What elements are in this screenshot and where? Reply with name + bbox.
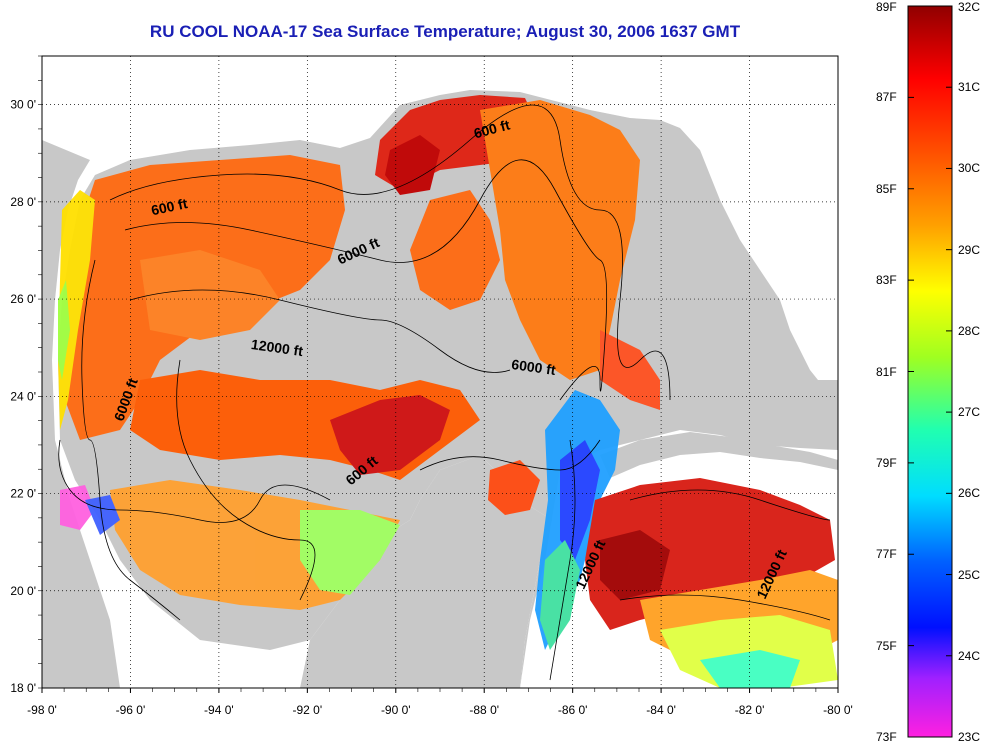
- lon-tick-label: -98 0': [27, 703, 57, 717]
- lat-tick-label: 18 0': [10, 681, 36, 695]
- lon-tick-label: -92 0': [293, 703, 323, 717]
- colorbar-fahrenheit-label: 85F: [876, 181, 897, 196]
- yucatan-land: [300, 455, 552, 688]
- lon-tick-label: -84 0': [646, 703, 676, 717]
- lat-tick-label: 22 0': [10, 487, 36, 501]
- colorbar-fahrenheit-label: 83F: [876, 273, 897, 288]
- lon-tick-label: -96 0': [116, 703, 146, 717]
- lat-tick-label: 28 0': [10, 195, 36, 209]
- contour-label: 12000 ft: [250, 336, 304, 359]
- lon-tick-label: -86 0': [558, 703, 588, 717]
- lat-tick-label: 30 0': [10, 98, 36, 112]
- mexico-land: [42, 56, 120, 688]
- lat-tick-label: 20 0': [10, 584, 36, 598]
- colorbar: [907, 5, 953, 738]
- colorbar-celsius-label: 29C: [958, 242, 981, 257]
- colorbar-celsius-label: 32C: [958, 0, 981, 14]
- colorbar-celsius-label: 23C: [958, 730, 981, 744]
- colorbar-fahrenheit-label: 75F: [876, 638, 897, 653]
- colorbar-fahrenheit-label: 87F: [876, 90, 897, 105]
- colorbar-celsius-label: 27C: [958, 405, 981, 420]
- lon-tick-label: -94 0': [204, 703, 234, 717]
- map-axes: -98 0' -96 0' -94 0' -92 0' -90 0' -88 0' -86 …: [10, 55, 853, 717]
- colorbar-celsius-label: 26C: [958, 486, 981, 501]
- colorbar-fahrenheit-label: 77F: [876, 547, 897, 562]
- lon-tick-label: -80 0': [823, 703, 853, 717]
- cuba-land: [600, 432, 838, 478]
- colorbar-ticks: [908, 5, 952, 738]
- lat-tick-label: 24 0': [10, 389, 36, 403]
- map-title: RU COOL NOAA-17 Sea Surface Temperature;…: [149, 22, 741, 41]
- depth-contours: [58, 104, 831, 681]
- colorbar-celsius-label: 28C: [958, 323, 981, 338]
- colorbar-fahrenheit-label: 89F: [876, 0, 897, 14]
- lat-tick-label: 26 0': [10, 292, 36, 306]
- lon-tick-label: -88 0': [469, 703, 499, 717]
- contour-label: 600 ft: [150, 195, 189, 218]
- colorbar-fahrenheit-label: 81F: [876, 364, 897, 379]
- colorbar-celsius-label: 31C: [958, 80, 981, 95]
- colorbar-celsius-label: 30C: [958, 161, 981, 176]
- colorbar-celsius-label: 24C: [958, 648, 981, 663]
- lon-tick-label: -82 0': [735, 703, 765, 717]
- colorbar-fahrenheit-label: 79F: [876, 455, 897, 470]
- colorbar-celsius-label: 25C: [958, 567, 981, 582]
- map-grid: [42, 56, 838, 688]
- lon-tick-label: -90 0': [381, 703, 411, 717]
- colorbar-fahrenheit-label: 73F: [876, 730, 897, 744]
- contour-label: 6000 ft: [510, 356, 556, 378]
- sst-data-layer: [58, 95, 838, 688]
